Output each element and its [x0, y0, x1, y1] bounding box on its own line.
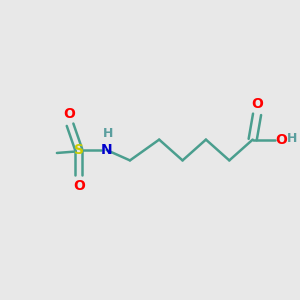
- Text: H: H: [287, 132, 297, 145]
- Text: O: O: [251, 97, 263, 111]
- Text: H: H: [103, 127, 113, 140]
- Text: O: O: [275, 133, 287, 147]
- Text: S: S: [74, 143, 84, 157]
- Text: N: N: [101, 143, 112, 157]
- Text: O: O: [73, 179, 85, 193]
- Text: O: O: [64, 107, 75, 121]
